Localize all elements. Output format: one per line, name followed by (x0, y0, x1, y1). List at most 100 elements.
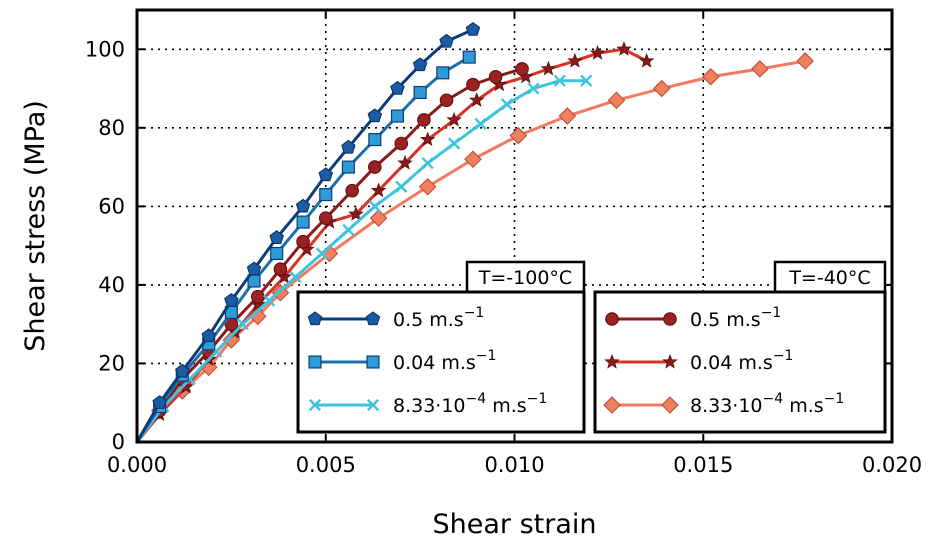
data-point (224, 293, 239, 307)
data-point (270, 246, 284, 261)
legend-label-superscript: −1 (527, 391, 548, 407)
x-marker-stroke (308, 398, 322, 412)
x-marker-stroke (448, 137, 461, 150)
data-point (152, 395, 167, 409)
series-1 (135, 50, 476, 444)
data-point (394, 136, 409, 151)
legend-title: T=-40°C (788, 267, 870, 289)
legend-label: 8.33·10−4 m.s−1 (690, 391, 844, 417)
data-point (348, 206, 364, 221)
data-point (540, 60, 557, 76)
legend-marker (308, 398, 322, 412)
legend-1: T=-40°C0.5 m.s−10.04 m.s−18.33·10−4 m.s−… (593, 260, 887, 434)
data-point (246, 261, 262, 276)
legend-marker (605, 312, 619, 326)
data-point (368, 200, 381, 213)
legend-marker (603, 396, 621, 414)
data-point (296, 215, 310, 229)
x-marker-stroke (342, 223, 355, 237)
data-point (367, 108, 383, 123)
data-point (439, 33, 454, 48)
legend-label: 0.5 m.s−1 (393, 305, 484, 331)
legend-entry: 0.5 m.s−1 (605, 305, 781, 331)
y-tick-label: 20 (98, 351, 125, 375)
data-point (318, 167, 333, 182)
data-point (527, 82, 540, 95)
data-point (589, 45, 606, 60)
data-point (462, 50, 476, 64)
data-point (345, 183, 359, 198)
data-point (413, 85, 427, 100)
x-marker-stroke (421, 157, 434, 170)
data-point (469, 92, 485, 107)
legend-entry: 8.33·10−4 m.s−1 (603, 391, 844, 417)
legend-marker (663, 312, 677, 326)
legend-label-text: 0.04 m.s (690, 352, 773, 374)
data-point (341, 139, 356, 154)
data-point (464, 150, 482, 168)
data-point (474, 117, 487, 130)
axis-ticks: 0.000 0.005 0.010 0.015 0.020 0 20 40 60 80 100 (85, 10, 922, 477)
legend-label: 8.33·10−4 m.s−1 (393, 391, 547, 417)
legend-label-text: 0.5 m.s (393, 309, 464, 331)
legend-entry: 0.5 m.s−1 (307, 305, 484, 331)
x-marker-stroke (527, 82, 540, 95)
legend-marker (366, 355, 380, 369)
data-point (250, 289, 265, 304)
data-point (315, 247, 329, 260)
legend-label-superscript: −1 (464, 305, 485, 321)
data-point (395, 180, 408, 193)
x-marker-stroke (395, 180, 408, 193)
data-point (436, 66, 450, 80)
data-point (567, 52, 583, 68)
legends: T=-100°C0.5 m.s−10.04 m.s−18.33·10−4 m.s… (296, 260, 887, 434)
y-tick-label: 40 (98, 273, 125, 297)
legend-label-text: 0.5 m.s (690, 309, 761, 331)
x-marker-stroke (236, 318, 249, 331)
x-tick-label: 0.015 (673, 453, 733, 477)
y-tick-label: 80 (98, 116, 125, 140)
x-marker-stroke (263, 294, 276, 307)
data-point (465, 22, 481, 36)
x-marker-stroke (183, 373, 196, 386)
data-point (751, 60, 769, 78)
legend-label-superscript: −1 (476, 348, 497, 364)
y-tick-label: 60 (98, 194, 125, 218)
legend-marker (604, 353, 620, 369)
data-point (515, 62, 529, 76)
x-marker-stroke (580, 74, 593, 87)
data-point (418, 177, 437, 196)
data-point (342, 223, 355, 237)
legend-title-box (465, 260, 586, 294)
legend-label-text: 8.33·10 (690, 395, 763, 417)
x-marker-stroke (368, 200, 381, 213)
data-point (796, 52, 814, 70)
data-point (368, 133, 382, 147)
legend-label-superscript: −1 (773, 348, 794, 364)
legend-title-box (773, 260, 887, 294)
data-point (201, 328, 216, 343)
data-point (417, 113, 431, 127)
x-marker-stroke (366, 398, 380, 412)
data-point (289, 270, 302, 284)
data-point (295, 198, 311, 213)
data-point (296, 234, 310, 249)
x-tick-label: 0.000 (107, 453, 167, 477)
legend-entry: 8.33·10−4 m.s−1 (308, 391, 547, 417)
legend-marker (307, 311, 323, 326)
data-point (370, 182, 387, 198)
legend-label-superscript: −1 (824, 391, 845, 407)
data-point (558, 107, 577, 125)
legend-title: T=-100°C (478, 267, 572, 289)
x-tick-label: 0.005 (296, 453, 356, 477)
data-point (638, 52, 655, 68)
x-marker-stroke (315, 247, 329, 260)
legend-marker (365, 311, 381, 326)
data-point (419, 131, 436, 147)
legend-entry: 0.04 m.s−1 (604, 348, 794, 374)
legend-label-superscript: −4 (763, 391, 784, 407)
data-point (341, 160, 355, 174)
x-marker-stroke (553, 74, 566, 87)
data-point (500, 98, 514, 111)
